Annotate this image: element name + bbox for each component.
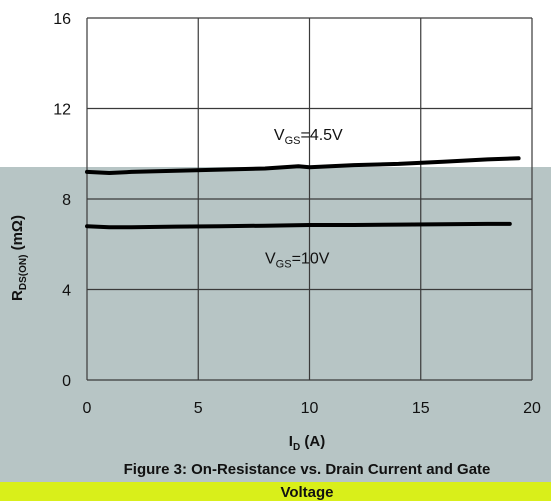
y-tick-label-0: 0	[62, 373, 71, 390]
chart-title-line2: Voltage	[280, 484, 333, 501]
y-axis-label: RDS(ON) (mΩ)	[9, 215, 29, 301]
series-lines	[85, 156, 521, 230]
y-tick-label-12: 12	[53, 102, 71, 119]
x-tick-label-5: 5	[194, 400, 203, 417]
series-label-vgs-4.5v: VGS=4.5V	[274, 127, 343, 147]
series-line-1	[85, 221, 512, 230]
x-tick-label-20: 20	[523, 400, 541, 417]
tick-labels: 0 4 8 12 16 0 5 10 15 20	[53, 11, 541, 417]
series-label-vgs-10v: VGS=10V	[265, 251, 330, 271]
grid-lines	[86, 17, 533, 381]
y-tick-label-4: 4	[62, 283, 71, 300]
x-axis-label: ID (A)	[289, 433, 325, 453]
chart-title-line1: Figure 3: On-Resistance vs. Drain Curren…	[124, 461, 491, 478]
y-tick-label-16: 16	[53, 11, 71, 28]
y-tick-label-8: 8	[62, 192, 71, 209]
series-line-0	[85, 156, 521, 175]
x-tick-label-15: 15	[412, 400, 430, 417]
shaded-overlay	[0, 167, 551, 482]
caption-highlight-band	[0, 482, 551, 501]
x-tick-label-0: 0	[83, 400, 92, 417]
x-tick-label-10: 10	[301, 400, 319, 417]
